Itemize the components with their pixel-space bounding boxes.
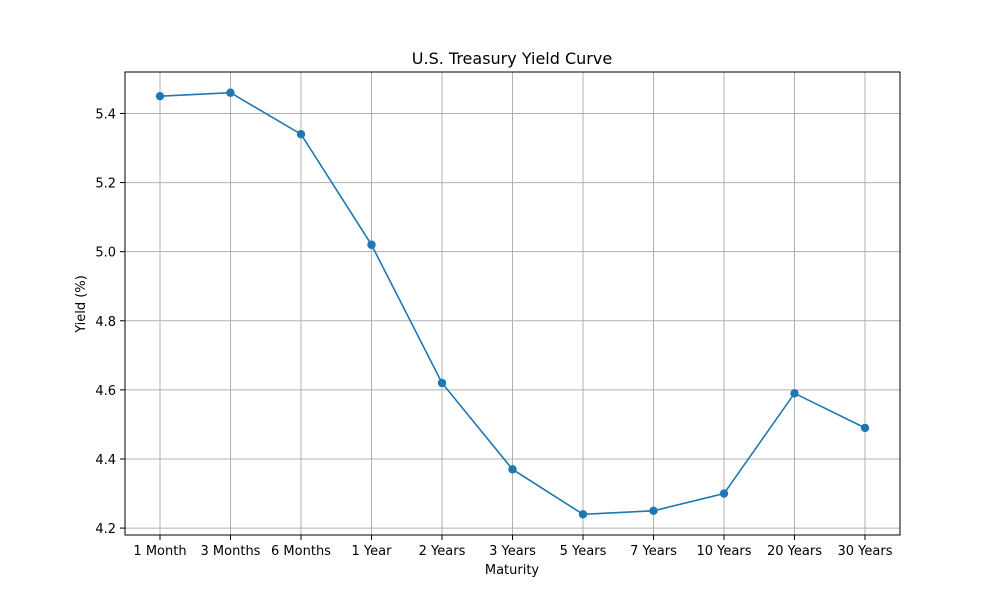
x-tick-label: 1 Month (133, 544, 186, 559)
x-tick-label: 2 Years (419, 544, 466, 559)
x-tick-label: 3 Years (489, 544, 536, 559)
x-tick-label: 3 Months (201, 544, 261, 559)
y-axis-title: Yield (%) (74, 275, 89, 334)
data-point (719, 489, 729, 498)
y-tick-label: 5.4 (95, 107, 116, 122)
y-tick-label: 4.6 (95, 384, 116, 399)
x-tick-label: 7 Years (630, 544, 677, 559)
data-point (367, 240, 376, 249)
axes: 1 Month 3 Months 6 Months 1 Year 2 Years 3 Ye… (95, 71, 901, 559)
grid (125, 72, 900, 535)
y-tick-label: 4.4 (95, 453, 116, 468)
y-tick-label: 5.2 (95, 177, 116, 192)
data-point (296, 129, 306, 139)
x-tick-label: 6 Months (271, 544, 331, 559)
x-tick-label: 30 Years (838, 544, 893, 559)
data-point (437, 378, 447, 388)
chart-title: U.S. Treasury Yield Curve (412, 49, 612, 68)
plot-frame (124, 71, 901, 536)
x-axis-title: Maturity (485, 563, 540, 578)
y-tick-label: 5.0 (95, 246, 116, 261)
y-tick-label: 4.2 (95, 522, 116, 537)
data-point (649, 506, 658, 516)
data-point (226, 88, 235, 97)
x-tick-label: 20 Years (767, 544, 822, 559)
data-point (790, 389, 799, 398)
series (155, 88, 870, 519)
x-tick-label: 5 Years (560, 544, 607, 559)
y-tick-label: 4.8 (95, 315, 116, 330)
data-point (155, 91, 165, 101)
data-point (578, 510, 588, 519)
x-tick-label: 1 Year (352, 544, 393, 559)
data-point (508, 465, 517, 474)
data-point (860, 423, 870, 433)
x-tick-label: 10 Years (697, 544, 752, 559)
